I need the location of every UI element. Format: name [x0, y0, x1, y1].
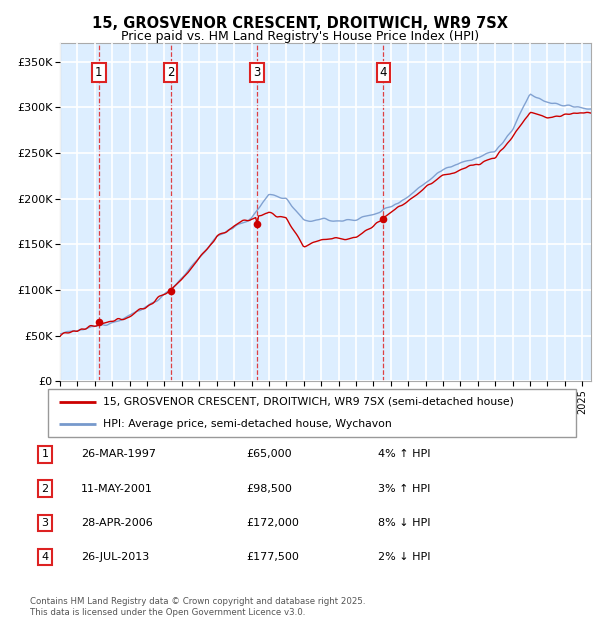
- Text: £98,500: £98,500: [246, 484, 292, 494]
- Text: Price paid vs. HM Land Registry's House Price Index (HPI): Price paid vs. HM Land Registry's House …: [121, 30, 479, 43]
- Text: 26-JUL-2013: 26-JUL-2013: [81, 552, 149, 562]
- Text: 15, GROSVENOR CRESCENT, DROITWICH, WR9 7SX: 15, GROSVENOR CRESCENT, DROITWICH, WR9 7…: [92, 16, 508, 30]
- Text: 15, GROSVENOR CRESCENT, DROITWICH, WR9 7SX (semi-detached house): 15, GROSVENOR CRESCENT, DROITWICH, WR9 7…: [103, 397, 514, 407]
- Text: 1: 1: [41, 450, 49, 459]
- Text: 3% ↑ HPI: 3% ↑ HPI: [378, 484, 430, 494]
- Text: 28-APR-2006: 28-APR-2006: [81, 518, 153, 528]
- Text: 4: 4: [41, 552, 49, 562]
- Text: 2: 2: [167, 66, 175, 79]
- Text: £177,500: £177,500: [246, 552, 299, 562]
- Text: HPI: Average price, semi-detached house, Wychavon: HPI: Average price, semi-detached house,…: [103, 419, 392, 429]
- Text: 4% ↑ HPI: 4% ↑ HPI: [378, 450, 431, 459]
- Text: 3: 3: [41, 518, 49, 528]
- FancyBboxPatch shape: [48, 389, 576, 437]
- Text: 26-MAR-1997: 26-MAR-1997: [81, 450, 156, 459]
- Text: 8% ↓ HPI: 8% ↓ HPI: [378, 518, 431, 528]
- Text: £172,000: £172,000: [246, 518, 299, 528]
- Text: 1: 1: [95, 66, 103, 79]
- Text: 2% ↓ HPI: 2% ↓ HPI: [378, 552, 431, 562]
- Text: 3: 3: [253, 66, 261, 79]
- Text: 2: 2: [41, 484, 49, 494]
- Text: Contains HM Land Registry data © Crown copyright and database right 2025.
This d: Contains HM Land Registry data © Crown c…: [30, 598, 365, 617]
- Text: 4: 4: [380, 66, 387, 79]
- Text: £65,000: £65,000: [246, 450, 292, 459]
- Text: 11-MAY-2001: 11-MAY-2001: [81, 484, 153, 494]
